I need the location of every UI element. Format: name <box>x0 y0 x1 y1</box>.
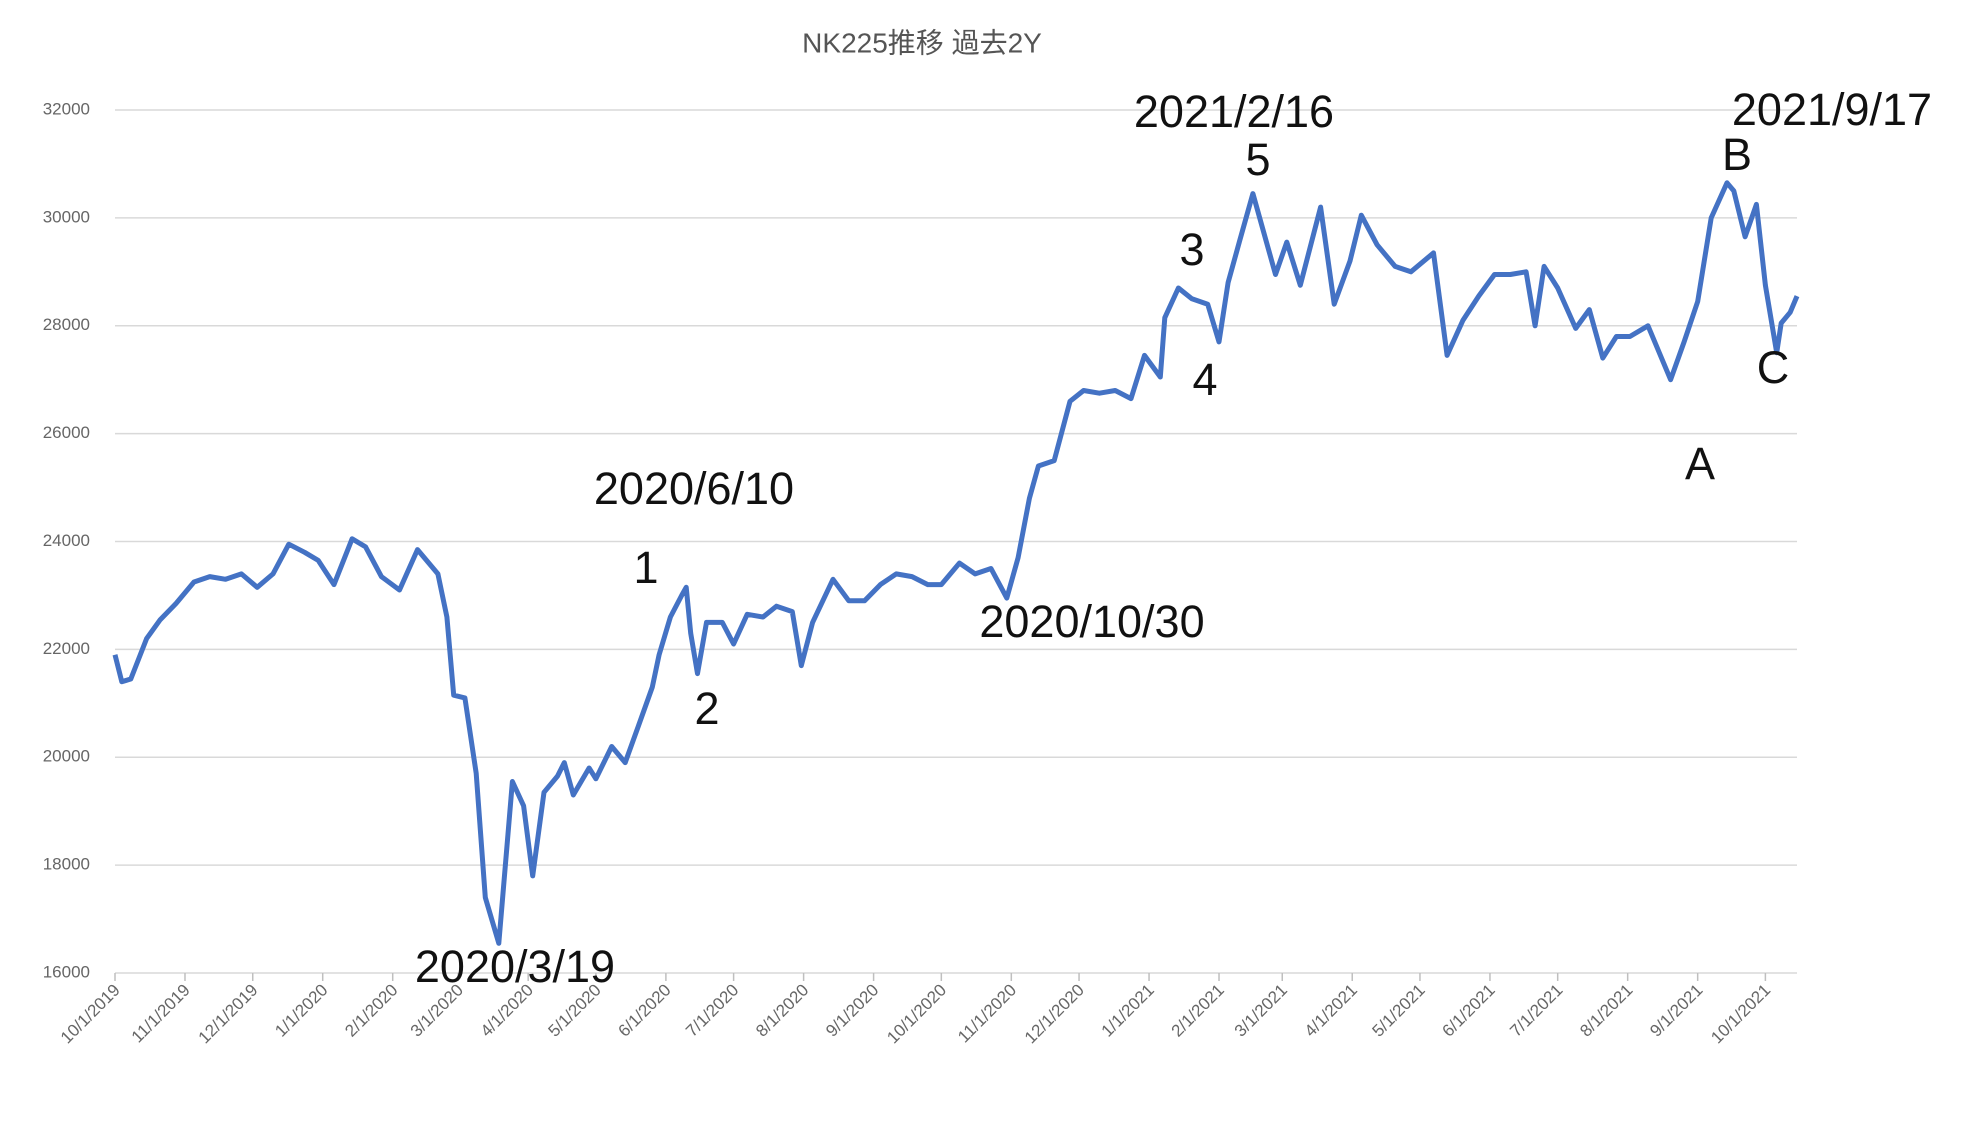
x-tick-label: 9/1/2021 <box>1646 980 1706 1040</box>
y-tick-label: 22000 <box>43 639 90 658</box>
x-tick-label: 12/1/2019 <box>195 980 262 1047</box>
x-tick-label: 4/1/2021 <box>1301 980 1361 1040</box>
y-tick-label: 30000 <box>43 207 90 226</box>
x-tick-label: 2/1/2021 <box>1168 980 1228 1040</box>
x-tick-label: 7/1/2020 <box>682 980 742 1040</box>
x-tick-label: 7/1/2021 <box>1506 980 1566 1040</box>
annotation: C <box>1757 342 1790 393</box>
x-tick-label: 1/1/2020 <box>271 980 331 1040</box>
x-tick-label: 6/1/2021 <box>1439 980 1499 1040</box>
annotation: 3 <box>1179 224 1204 275</box>
x-tick-label: 10/1/2021 <box>1707 980 1774 1047</box>
price-line <box>112 180 1800 946</box>
annotation: 1 <box>633 542 658 593</box>
annotation: 2020/10/30 <box>979 596 1204 647</box>
y-tick-label: 26000 <box>43 423 90 442</box>
x-tick-label: 8/1/2021 <box>1576 980 1636 1040</box>
annotation: 5 <box>1245 134 1270 185</box>
annotation: 2020/3/19 <box>415 941 615 992</box>
annotation: 4 <box>1192 354 1217 405</box>
y-tick-label: 24000 <box>43 531 90 550</box>
x-tick-label: 5/1/2021 <box>1369 980 1429 1040</box>
annotation: B <box>1722 129 1752 180</box>
y-tick-label: 20000 <box>43 747 90 766</box>
x-tick-label: 11/1/2019 <box>128 980 194 1046</box>
annotation: 2021/9/17 <box>1732 84 1932 135</box>
x-tick-label: 6/1/2020 <box>614 980 674 1040</box>
x-tick-label: 9/1/2020 <box>822 980 882 1040</box>
annotation: 2021/2/16 <box>1134 86 1334 137</box>
y-tick-label: 32000 <box>43 99 90 118</box>
x-tick-label: 10/1/2020 <box>883 980 950 1047</box>
x-tick-label: 2/1/2020 <box>341 980 401 1040</box>
x-tick-label: 11/1/2020 <box>954 980 1020 1046</box>
y-tick-label: 16000 <box>43 962 90 981</box>
chart-title: NK225推移 過去2Y <box>802 27 1042 58</box>
x-tick-label: 8/1/2020 <box>752 980 812 1040</box>
y-tick-label: 18000 <box>43 855 90 874</box>
annotation: 2020/6/10 <box>594 463 794 514</box>
y-tick-label: 28000 <box>43 315 90 334</box>
x-tick-label: 1/1/2021 <box>1098 980 1158 1040</box>
annotation: 2 <box>694 683 719 734</box>
x-tick-label: 3/1/2021 <box>1231 980 1291 1040</box>
x-tick-label: 10/1/2019 <box>57 980 124 1047</box>
x-tick-label: 12/1/2020 <box>1021 980 1088 1047</box>
annotation: A <box>1685 438 1715 489</box>
